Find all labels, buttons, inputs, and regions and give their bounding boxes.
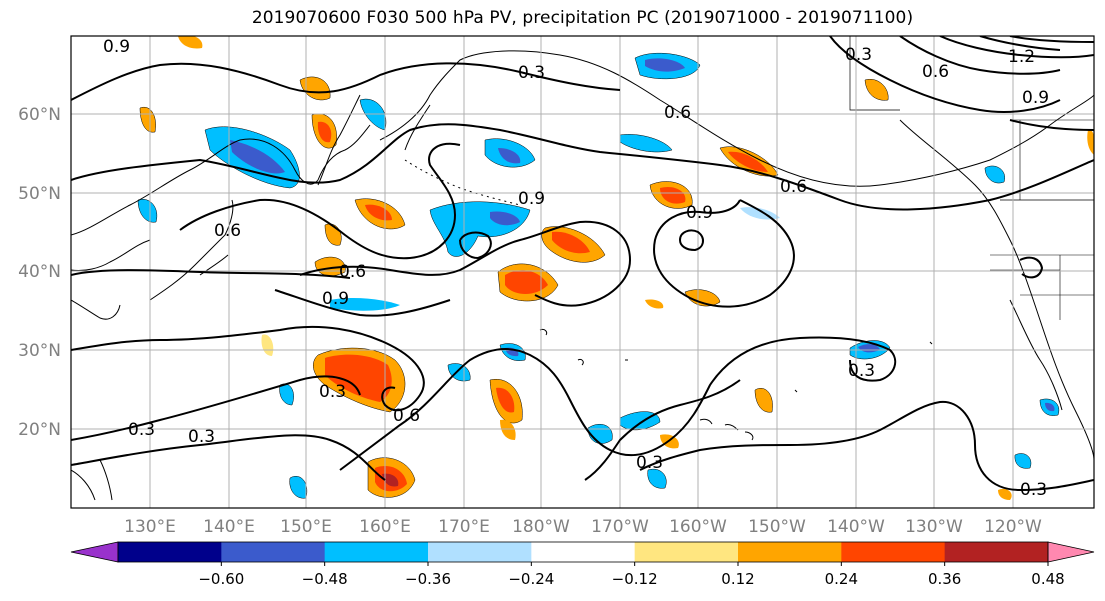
colorbar-extend-max [1047,541,1095,563]
longitude-labels: 130°E 140°E 150°E 160°E 170°E 180°W 170°W 160°W… [124,517,1042,537]
latitude-label: 40°N [18,262,61,282]
contour-label: 0.9 [686,203,713,223]
longitude-label: 160°W [669,517,727,537]
colorbar-tick-label: −0.48 [302,570,348,588]
latitude-label: 60°N [18,105,61,125]
colorbar-tick-label: −0.12 [612,570,658,588]
latitude-label: 50°N [18,184,61,204]
longitude-label: 170°W [591,517,649,537]
colorbar-segment [841,542,946,562]
longitude-label: 150°E [280,517,332,537]
pv-contours [71,36,1094,492]
colorbar-segment [221,542,326,562]
colorbar-tick-label: −0.24 [508,570,554,588]
colorbar-segment [944,542,1049,562]
latitude-label: 20°N [18,420,61,440]
colorbar-extend-min [70,541,119,563]
contour-label: 0.9 [1022,88,1049,108]
longitude-label: 150°W [748,517,806,537]
contour-label: 0.6 [780,177,807,197]
longitude-label: 160°E [359,517,411,537]
coastlines [71,36,1094,501]
contour-label: 0.3 [1020,480,1047,500]
longitude-label: 130°W [905,517,963,537]
contour-label: 0.3 [319,382,346,402]
colorbar-segment [531,542,636,562]
latitude-labels: 60°N 50°N 40°N 30°N 20°N [18,105,61,440]
map-frame [70,35,1095,509]
pv-contour-labels: 0.9 0.3 0.9 0.9 0.6 0.6 0.6 0.9 0.3 0.6 … [103,37,1049,500]
colorbar-segment [324,542,429,562]
contour-label: 0.3 [636,453,663,473]
contour-label: 0.6 [214,221,241,241]
longitude-label: 140°W [827,517,885,537]
colorbar-tick-label: 0.48 [1031,570,1064,588]
colorbar-segment [738,542,842,562]
colorbar-tick-label: 0.12 [721,570,754,588]
contour-label: 0.9 [103,37,130,57]
contour-label: 0.3 [845,45,872,65]
contour-label: 0.6 [664,103,691,123]
contour-label: 0.9 [518,189,545,209]
contour-label: 0.9 [322,289,349,309]
colorbar-segment [118,542,222,562]
colorbar-tick-label: 0.24 [825,570,858,588]
contour-label: 0.3 [848,361,875,381]
colorbar-segment [428,542,532,562]
longitude-label: 170°E [438,517,490,537]
colorbar-frame [117,541,1049,563]
colorbar-tick-label: 0.36 [928,570,961,588]
contour-label: 0.3 [188,427,215,447]
graticule [71,36,1094,508]
contour-label: 1.2 [1008,47,1035,67]
contour-label: 0.6 [393,406,420,426]
contour-label: 0.6 [339,262,366,282]
longitude-label: 180°W [512,517,570,537]
contour-label: 0.6 [922,62,949,82]
colorbar-segment [634,542,739,562]
contour-label: 0.3 [518,63,545,83]
longitude-label: 130°E [124,517,176,537]
contour-label: 0.3 [128,420,155,440]
longitude-label: 120°W [984,517,1042,537]
longitude-label: 140°E [203,517,255,537]
colorbar-tick-label: −0.60 [198,570,244,588]
colorbar: −0.60 −0.48 −0.36 −0.24 −0.12 0.12 0.24 0.36 0.4… [70,541,1095,588]
latitude-label: 30°N [18,341,61,361]
colorbar-tick-label: −0.36 [405,570,451,588]
map-title: 2019070600 F030 500 hPa PV, precipitatio… [251,8,914,28]
